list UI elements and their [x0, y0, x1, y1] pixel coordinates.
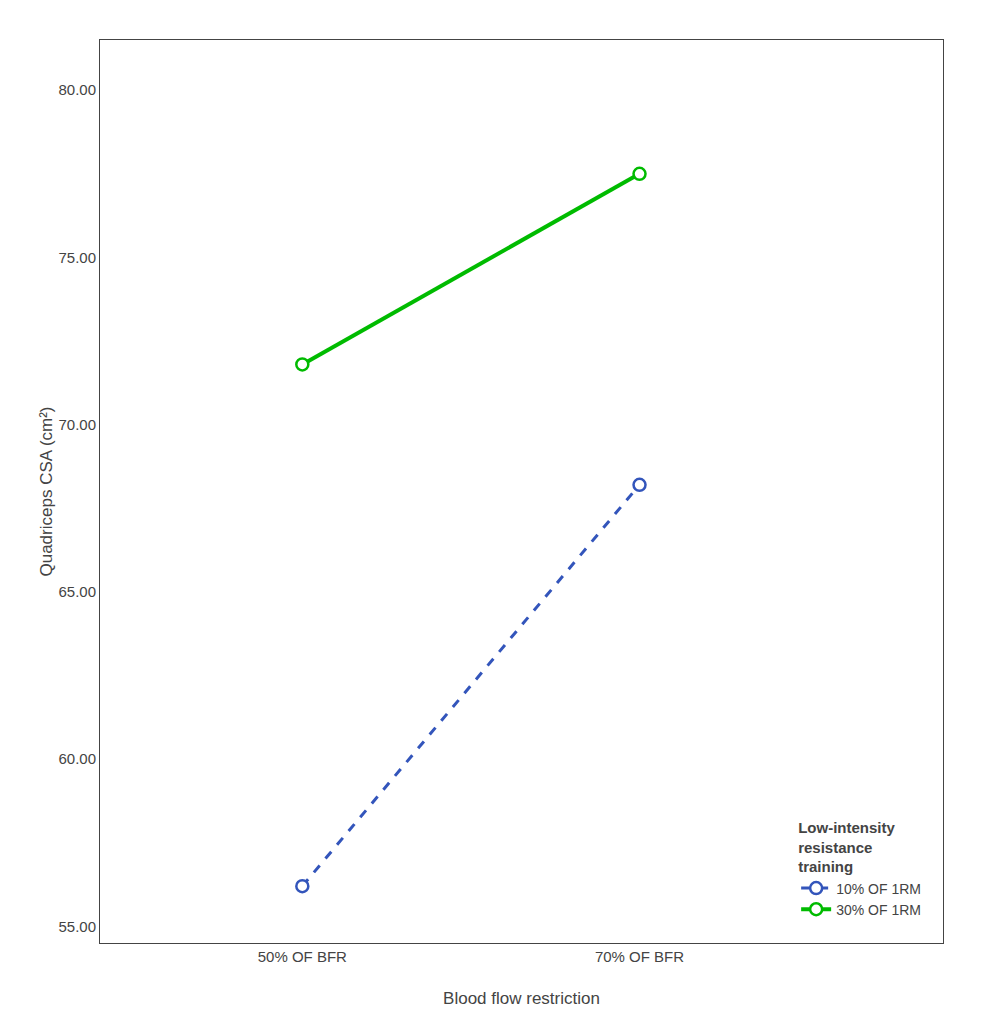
svg-text:30% OF 1RM: 30% OF 1RM [836, 902, 921, 918]
svg-text:65.00: 65.00 [58, 583, 96, 600]
svg-text:70% OF BFR: 70% OF BFR [595, 948, 684, 965]
svg-text:55.00: 55.00 [58, 918, 96, 935]
svg-text:70.00: 70.00 [58, 416, 96, 433]
svg-text:75.00: 75.00 [58, 249, 96, 266]
svg-text:Blood flow restriction: Blood flow restriction [443, 989, 600, 1008]
svg-text:Low-intensityresistancetrainin: Low-intensityresistancetraining [798, 819, 895, 875]
svg-text:50% OF BFR: 50% OF BFR [258, 948, 347, 965]
svg-text:60.00: 60.00 [58, 750, 96, 767]
svg-text:10% OF 1RM: 10% OF 1RM [836, 881, 921, 897]
svg-text:80.00: 80.00 [58, 81, 96, 98]
svg-text:Quadriceps CSA (cm²): Quadriceps CSA (cm²) [37, 406, 56, 576]
